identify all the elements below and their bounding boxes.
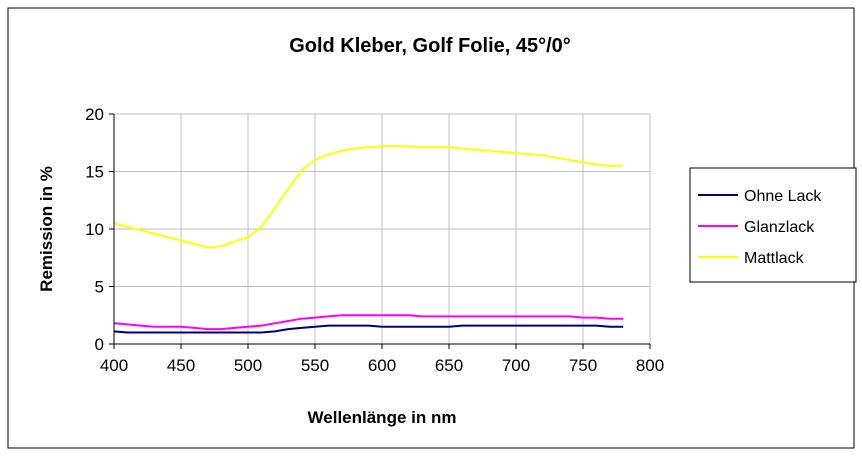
x-tick-label: 450 [167,356,195,375]
series-lines [113,145,624,334]
x-tick-label: 750 [569,356,597,375]
legend: Ohne Lack Glanzlack Mattlack [698,188,822,267]
y-tick-label: 5 [95,278,104,297]
tick-labels: 400 450 500 550 600 650 700 750 800 0 5 10 15 20 [85,105,664,375]
series-line-glanzlack [113,314,624,331]
x-tick-label: 800 [636,356,664,375]
legend-label-mattlack: Mattlack [744,250,805,267]
y-tick-label: 15 [85,163,104,182]
x-tick-label: 700 [502,356,530,375]
x-tick-label: 500 [234,356,262,375]
y-tick-label: 10 [85,220,104,239]
x-tick-label: 550 [301,356,329,375]
x-tick-label: 400 [100,356,128,375]
chart-title: Gold Kleber, Golf Folie, 45°/0° [289,35,571,57]
legend-label-ohne-lack: Ohne Lack [744,188,822,205]
legend-label-glanzlack: Glanzlack [744,219,815,236]
y-axis-label: Remission in % [37,166,56,292]
axes [109,113,651,349]
y-tick-label: 20 [85,105,104,124]
x-tick-label: 600 [368,356,396,375]
series-line-mattlack [113,145,624,249]
x-tick-label: 650 [435,356,463,375]
x-axis-label: Wellenlänge in nm [308,408,457,427]
y-tick-label: 0 [95,335,104,354]
series-line-ohne-lack [113,324,624,334]
